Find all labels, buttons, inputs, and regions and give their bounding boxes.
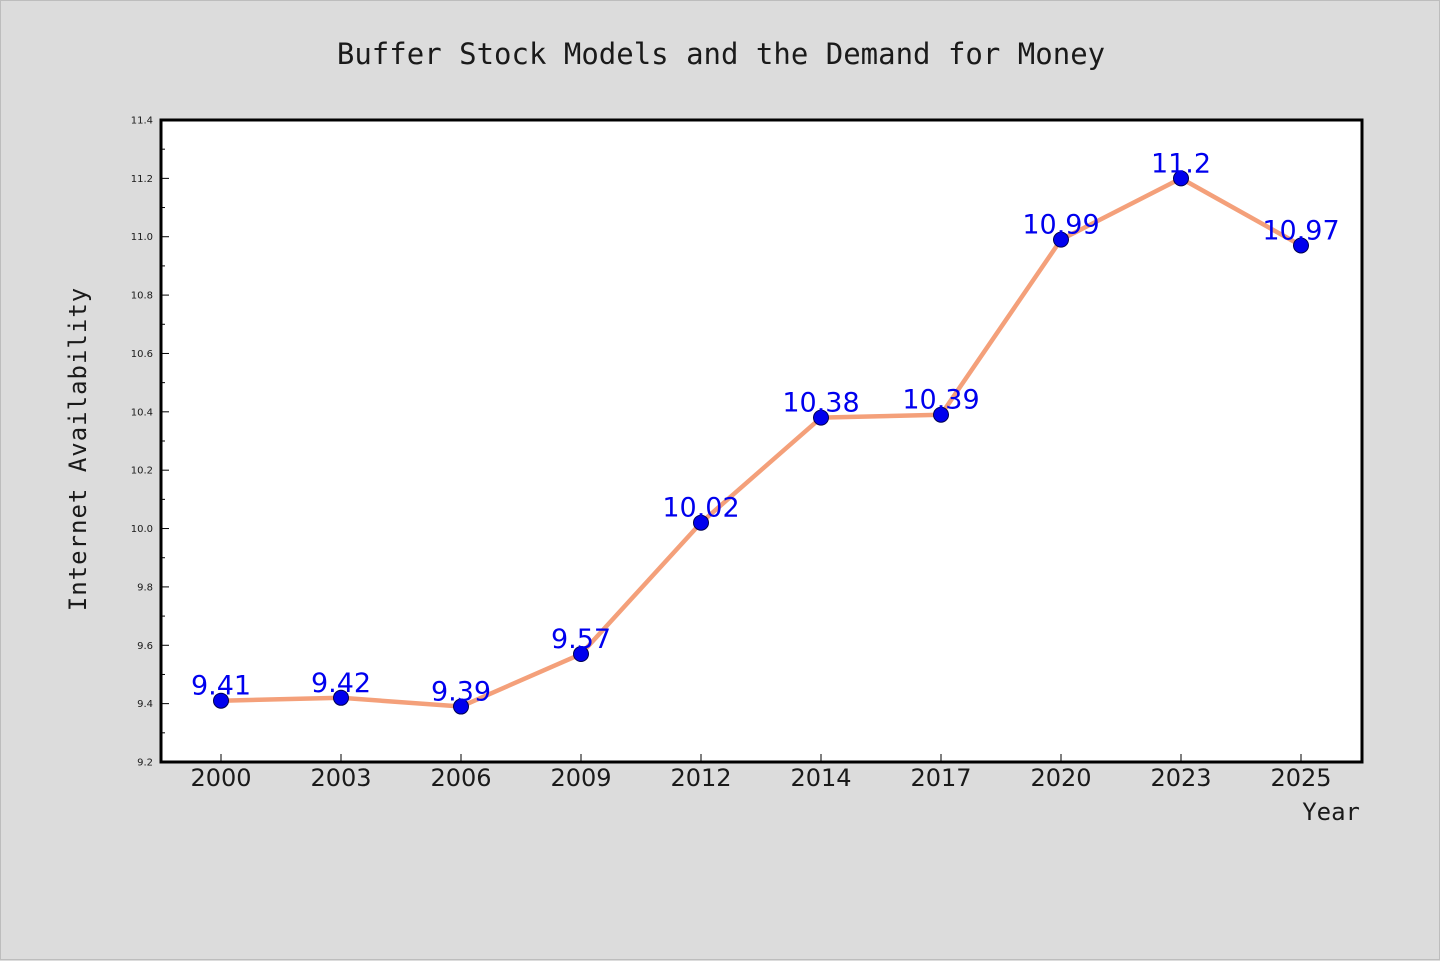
data-point bbox=[573, 646, 589, 663]
x-tick-label: 2014 bbox=[790, 764, 851, 792]
y-tick-label: 9.4 bbox=[137, 699, 153, 710]
chart-title: Buffer Stock Models and the Demand for M… bbox=[337, 37, 1105, 71]
data-point bbox=[933, 406, 949, 423]
x-tick-label: 2009 bbox=[550, 764, 611, 792]
x-tick-label: 2003 bbox=[310, 764, 371, 792]
data-label: 9.42 bbox=[311, 668, 371, 699]
series-line bbox=[218, 176, 1304, 709]
x-tick-label: 2020 bbox=[1030, 764, 1091, 792]
x-tick-label: 2025 bbox=[1270, 764, 1331, 792]
y-tick-label: 9.6 bbox=[137, 641, 153, 652]
data-point bbox=[213, 692, 229, 709]
series-layer bbox=[213, 170, 1309, 715]
y-tick-label: 9.2 bbox=[137, 758, 153, 769]
x-tick-label: 2017 bbox=[910, 764, 971, 792]
data-label: 10.02 bbox=[662, 493, 739, 524]
y-tick-label: 10.8 bbox=[131, 291, 153, 302]
y-axis-label: Internet Availability bbox=[64, 287, 92, 611]
y-tick-label: 11.2 bbox=[131, 174, 153, 185]
data-label: 9.57 bbox=[551, 624, 611, 655]
data-label: 9.41 bbox=[191, 671, 251, 702]
y-tick-label: 11.0 bbox=[131, 232, 153, 243]
data-point bbox=[1293, 237, 1309, 254]
y-tick-label: 9.8 bbox=[137, 582, 153, 593]
y-tick-label: 11.4 bbox=[131, 116, 153, 127]
x-tick-label: 2006 bbox=[430, 764, 491, 792]
data-point bbox=[813, 409, 829, 426]
data-labels: 9.41 9.42 9.39 9.57 10.02 10.38 10.39 10.99 11.2… bbox=[191, 148, 1340, 707]
data-label: 10.39 bbox=[902, 385, 979, 416]
x-tick-label: 2012 bbox=[670, 764, 731, 792]
x-axis-label: Year bbox=[1302, 798, 1360, 826]
data-label: 9.39 bbox=[431, 677, 491, 708]
data-point bbox=[693, 514, 709, 531]
data-point bbox=[453, 698, 469, 715]
data-label: 10.97 bbox=[1262, 215, 1339, 246]
plot-area bbox=[159, 118, 1364, 764]
x-tick-label: 2023 bbox=[1150, 764, 1211, 792]
data-label: 10.38 bbox=[782, 388, 859, 419]
data-label: 10.99 bbox=[1022, 210, 1099, 241]
data-point bbox=[333, 689, 349, 706]
y-axis: 9.2 9.4 9.6 9.8 10.0 10.2 10.4 10.6 10.8 11.0 11.2… bbox=[131, 116, 169, 769]
data-label: 11.2 bbox=[1151, 148, 1211, 179]
y-tick-label: 10.6 bbox=[131, 349, 153, 360]
y-tick-label: 10.4 bbox=[131, 407, 153, 418]
y-tick-label: 10.2 bbox=[131, 466, 153, 477]
x-tick-label: 2000 bbox=[190, 764, 251, 792]
data-point bbox=[1173, 170, 1189, 187]
y-tick-label: 10.0 bbox=[131, 524, 153, 535]
data-point bbox=[1053, 231, 1069, 248]
x-axis: 2000 2003 2006 2009 2012 2014 2017 2020 2023 2025 bbox=[190, 754, 1332, 792]
